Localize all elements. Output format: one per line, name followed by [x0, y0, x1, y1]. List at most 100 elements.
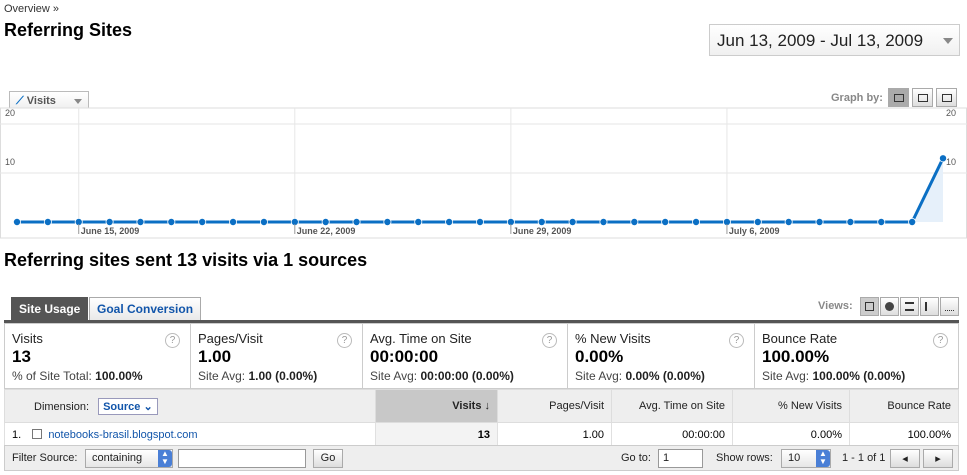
summary-new-visits: % New Visits 0.00% Site Avg: 0.00% (0.00…: [568, 324, 755, 388]
summary-value: 00:00:00: [370, 347, 439, 366]
line-chart-icon: ⟋: [16, 95, 24, 107]
new-visits-cell: 0.00%: [732, 422, 850, 447]
views-label: Views:: [818, 300, 853, 312]
week-icon: [918, 94, 928, 102]
dimension-select[interactable]: Source ⌄: [98, 397, 158, 415]
dimension-label: Dimension:: [34, 400, 90, 413]
data-point: [661, 218, 670, 227]
column-header-pages-visit[interactable]: Pages/Visit: [497, 389, 612, 423]
data-point: [105, 218, 114, 227]
data-point: [383, 218, 392, 227]
metric-select[interactable]: ⟋ Visits: [9, 91, 89, 110]
data-point: [352, 218, 361, 227]
date-range-text: Jun 13, 2009 - Jul 13, 2009: [717, 31, 924, 50]
data-point: [43, 218, 52, 227]
help-icon[interactable]: ?: [933, 333, 948, 348]
table-row: 1. notebooks-brasil.blogspot.com 13 1.00…: [4, 422, 959, 447]
summary-value: 100.00%: [762, 347, 830, 366]
spinner-icon: ▲ ▼: [158, 450, 172, 467]
summary-value: 13: [12, 347, 31, 366]
avg-time-cell: 00:00:00: [611, 422, 733, 447]
data-point: [877, 218, 886, 227]
x-tick-label: June 15, 2009: [81, 226, 140, 236]
breadcrumb[interactable]: Overview »: [4, 3, 60, 15]
summary-label: Pages/Visit: [198, 331, 263, 346]
data-point: [599, 218, 608, 227]
external-link-icon[interactable]: [32, 428, 43, 439]
data-table: Dimension: Source ⌄ Visits ↓ Pages/Visit…: [4, 389, 959, 447]
data-point: [692, 218, 701, 227]
bars-icon: [905, 302, 914, 311]
source-cell: 1. notebooks-brasil.blogspot.com: [4, 422, 376, 447]
tab-goal-conversion[interactable]: Goal Conversion: [89, 297, 202, 321]
summary-label: Bounce Rate: [762, 331, 838, 346]
column-header-visits[interactable]: Visits ↓: [375, 389, 498, 423]
data-point: [136, 218, 145, 227]
goto-input[interactable]: 1: [658, 449, 703, 468]
data-point: [445, 218, 454, 227]
source-link[interactable]: notebooks-brasil.blogspot.com: [48, 428, 198, 441]
data-point: [259, 218, 268, 227]
help-icon[interactable]: ?: [165, 333, 180, 348]
filter-input[interactable]: [178, 449, 306, 468]
column-header-bounce-rate[interactable]: Bounce Rate: [849, 389, 959, 423]
graph-by-day-button[interactable]: [888, 88, 909, 107]
data-point: [414, 218, 423, 227]
data-point: [321, 218, 330, 227]
date-range-picker[interactable]: Jun 13, 2009 - Jul 13, 2009: [709, 24, 960, 56]
summary-sub: Site Avg: 100.00% (0.00%): [762, 369, 906, 383]
help-icon[interactable]: ?: [542, 333, 557, 348]
data-point: [12, 218, 21, 227]
help-icon[interactable]: ?: [337, 333, 352, 348]
summary-label: Visits: [12, 331, 43, 346]
show-rows-select[interactable]: 10 ▲ ▼: [781, 449, 831, 468]
table-footer: Filter Source: containing ▲ ▼ Go Go to: 1…: [4, 445, 959, 471]
summary-avg-time: Avg. Time on Site 00:00:00 Site Avg: 00:…: [363, 324, 568, 388]
pie-icon: [885, 302, 894, 311]
data-point: [630, 218, 639, 227]
graph-by-week-button[interactable]: [912, 88, 933, 107]
summary-metrics: Visits 13 % of Site Total: 100.00% ? Pag…: [4, 323, 959, 389]
performance-view-button[interactable]: [900, 297, 919, 316]
metric-select-label: Visits: [26, 95, 56, 107]
chevron-down-icon: ⌄: [143, 400, 153, 413]
next-page-button[interactable]: ▸: [923, 449, 953, 468]
month-icon: [942, 94, 952, 102]
graph-by-label: Graph by:: [831, 92, 883, 104]
pivot-view-button[interactable]: [940, 297, 959, 316]
comparison-view-button[interactable]: [920, 297, 939, 316]
data-point: [475, 218, 484, 227]
column-header-avg-time[interactable]: Avg. Time on Site: [611, 389, 733, 423]
x-tick-label: June 29, 2009: [513, 226, 572, 236]
summary-sub: Site Avg: 0.00% (0.00%): [575, 369, 705, 383]
table-view-button[interactable]: [860, 297, 879, 316]
comparison-icon: [925, 302, 934, 311]
graph-by-month-button[interactable]: [936, 88, 957, 107]
dimension-header: Dimension: Source ⌄: [4, 389, 376, 423]
help-icon[interactable]: ?: [729, 333, 744, 348]
tab-site-usage[interactable]: Site Usage: [11, 297, 89, 321]
data-point: [846, 218, 855, 227]
chevron-down-icon: [74, 99, 82, 104]
data-point: [908, 218, 917, 227]
pie-view-button[interactable]: [880, 297, 899, 316]
show-rows-label: Show rows:: [716, 452, 773, 464]
pagination-range: 1 - 1 of 1: [842, 452, 886, 464]
summary-visits: Visits 13 % of Site Total: 100.00% ?: [5, 324, 191, 388]
page-title: Referring Sites: [4, 20, 133, 40]
summary-pages-visit: Pages/Visit 1.00 Site Avg: 1.00 (0.00%) …: [191, 324, 363, 388]
data-point: [537, 218, 546, 227]
goto-label: Go to:: [621, 452, 651, 464]
filter-go-button[interactable]: Go: [313, 449, 343, 468]
filter-mode-select[interactable]: containing ▲ ▼: [85, 449, 173, 468]
table-header-row: Dimension: Source ⌄ Visits ↓ Pages/Visit…: [4, 389, 959, 423]
x-tick-label: July 6, 2009: [729, 226, 780, 236]
prev-page-button[interactable]: ◂: [890, 449, 920, 468]
data-point: [753, 218, 762, 227]
data-point: [784, 218, 793, 227]
data-point: [815, 218, 824, 227]
visits-cell: 13: [375, 422, 498, 447]
data-point: [229, 218, 238, 227]
pages-visit-cell: 1.00: [497, 422, 612, 447]
column-header-new-visits[interactable]: % New Visits: [732, 389, 850, 423]
